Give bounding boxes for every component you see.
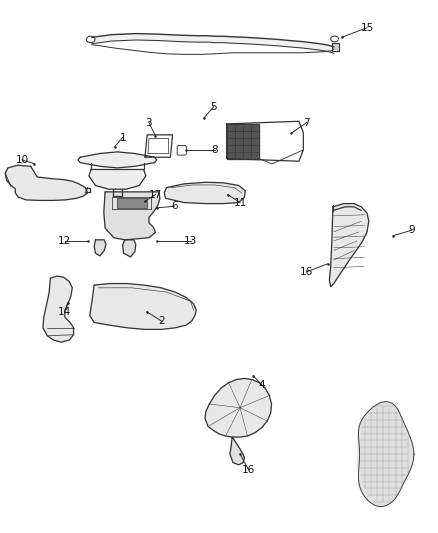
Polygon shape xyxy=(205,378,272,437)
Text: 8: 8 xyxy=(211,146,218,155)
Polygon shape xyxy=(358,402,414,506)
Text: 9: 9 xyxy=(408,225,415,235)
Text: 11: 11 xyxy=(233,198,247,207)
Bar xyxy=(117,198,147,208)
Text: 7: 7 xyxy=(303,118,310,127)
Polygon shape xyxy=(90,284,196,329)
Text: 6: 6 xyxy=(171,201,178,211)
Polygon shape xyxy=(43,276,74,342)
Text: 13: 13 xyxy=(184,236,197,246)
Text: 4: 4 xyxy=(258,380,265,390)
Text: 14: 14 xyxy=(58,307,71,317)
Text: 2: 2 xyxy=(158,316,165,326)
Polygon shape xyxy=(329,204,369,287)
Text: 16: 16 xyxy=(300,267,313,277)
Polygon shape xyxy=(89,169,146,189)
Text: 3: 3 xyxy=(145,118,152,127)
Polygon shape xyxy=(230,437,244,465)
Polygon shape xyxy=(123,240,136,257)
Polygon shape xyxy=(164,182,245,204)
Text: 10: 10 xyxy=(15,155,28,165)
Polygon shape xyxy=(332,43,339,51)
Polygon shape xyxy=(78,152,157,168)
Text: 15: 15 xyxy=(360,23,374,33)
Polygon shape xyxy=(227,124,259,159)
Text: 5: 5 xyxy=(210,102,217,111)
Text: 16: 16 xyxy=(242,465,255,475)
Text: 12: 12 xyxy=(58,236,71,246)
Polygon shape xyxy=(94,240,106,256)
Text: 17: 17 xyxy=(149,190,162,199)
Text: 1: 1 xyxy=(119,133,126,142)
Polygon shape xyxy=(5,165,88,200)
Polygon shape xyxy=(104,192,160,240)
